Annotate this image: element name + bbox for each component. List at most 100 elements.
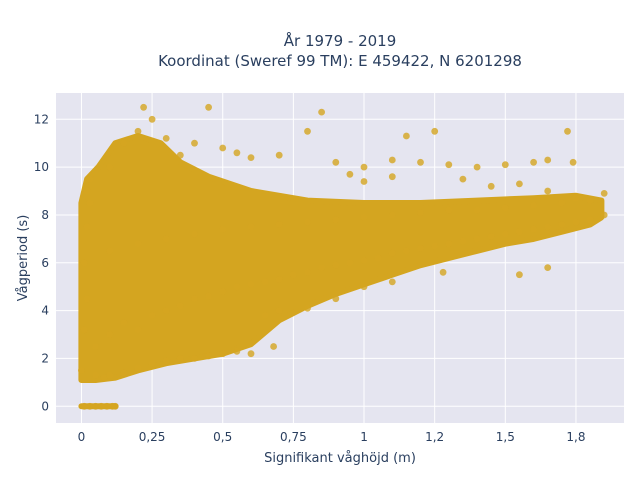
data-point xyxy=(304,268,311,276)
data-point xyxy=(360,283,368,291)
data-point xyxy=(544,156,552,164)
data-point xyxy=(558,199,566,207)
data-point xyxy=(487,182,495,190)
data-point xyxy=(558,221,566,228)
x-tick-label: 1,8 xyxy=(566,430,585,444)
data-point xyxy=(403,247,410,255)
chart-title-line-2: Koordinat (Sweref 99 TM): E 459422, N 62… xyxy=(158,52,522,70)
data-point xyxy=(388,211,396,219)
data-point xyxy=(332,261,340,269)
data-point xyxy=(261,312,269,319)
data-point xyxy=(332,295,340,303)
data-point xyxy=(439,268,447,276)
data-point xyxy=(134,364,142,372)
data-point xyxy=(564,127,571,135)
data-point xyxy=(247,223,255,231)
data-point xyxy=(501,161,509,169)
data-point xyxy=(261,278,269,286)
y-tick-label: 0 xyxy=(41,399,49,413)
data-point xyxy=(290,271,297,279)
data-point xyxy=(388,156,396,164)
data-point xyxy=(111,402,119,410)
data-point xyxy=(80,402,88,410)
data-point xyxy=(530,225,537,233)
data-point xyxy=(516,271,523,279)
data-point xyxy=(600,211,608,219)
data-point xyxy=(78,367,85,374)
x-axis-title: Signifikant våghöjd (m) xyxy=(264,451,416,466)
data-point xyxy=(205,103,213,111)
data-point xyxy=(106,371,114,379)
data-point xyxy=(247,154,255,162)
data-point xyxy=(360,178,368,185)
data-point xyxy=(86,199,94,207)
data-point xyxy=(572,218,580,226)
x-tick-label: 0,75 xyxy=(280,430,307,444)
data-point xyxy=(100,374,108,381)
data-point xyxy=(304,127,311,135)
data-point xyxy=(586,216,594,224)
data-point xyxy=(530,202,537,209)
y-tick-label: 10 xyxy=(34,160,49,174)
data-point xyxy=(140,103,148,111)
data-point xyxy=(544,187,552,195)
data-point xyxy=(403,132,410,140)
dense-point-cloud xyxy=(78,133,605,383)
data-point xyxy=(162,235,170,243)
data-point xyxy=(247,350,255,358)
data-point xyxy=(233,283,241,291)
data-point xyxy=(304,218,311,226)
data-point xyxy=(86,402,94,410)
data-points xyxy=(78,103,608,410)
data-point xyxy=(318,108,325,116)
data-point xyxy=(148,359,156,367)
data-point xyxy=(360,163,368,171)
data-point xyxy=(501,204,509,212)
data-point xyxy=(162,307,170,314)
data-point xyxy=(417,209,424,217)
data-point xyxy=(346,170,354,178)
data-point xyxy=(103,402,111,410)
chart-title-line-1: År 1979 - 2019 xyxy=(284,31,397,50)
data-point xyxy=(516,228,523,236)
data-point xyxy=(569,158,577,166)
data-point xyxy=(270,343,277,350)
data-point xyxy=(445,240,453,248)
data-point xyxy=(332,158,340,166)
data-point xyxy=(544,223,552,231)
x-tick-label: 1,2 xyxy=(425,430,444,444)
y-tick-label: 4 xyxy=(41,304,49,318)
data-point xyxy=(473,163,481,171)
data-point xyxy=(219,225,227,233)
x-tick-label: 0,25 xyxy=(139,430,166,444)
data-point xyxy=(275,221,283,228)
data-point xyxy=(120,319,128,326)
data-point xyxy=(388,173,396,181)
data-point xyxy=(219,144,227,152)
data-point xyxy=(191,355,198,362)
y-tick-label: 8 xyxy=(41,208,49,222)
data-point xyxy=(191,139,198,147)
y-axis-title: Vågperiod (s) xyxy=(16,215,31,302)
data-point xyxy=(501,230,509,238)
data-point xyxy=(516,180,523,188)
data-point xyxy=(572,194,580,202)
data-point xyxy=(106,247,114,255)
data-point xyxy=(92,402,99,410)
y-tick-labels: 0 2 4 6 8 10 12 xyxy=(34,112,49,413)
data-point xyxy=(374,254,382,262)
data-point xyxy=(134,240,142,248)
data-point xyxy=(233,149,241,157)
data-point xyxy=(586,197,594,205)
data-point xyxy=(162,357,170,365)
data-point xyxy=(86,175,94,183)
data-point xyxy=(92,343,99,350)
x-tick-label: 1,5 xyxy=(496,430,515,444)
x-tick-label: 1 xyxy=(360,430,368,444)
data-point xyxy=(148,312,156,319)
data-point xyxy=(205,352,213,360)
data-point xyxy=(106,163,114,171)
data-point xyxy=(83,187,91,195)
data-point xyxy=(530,158,537,166)
